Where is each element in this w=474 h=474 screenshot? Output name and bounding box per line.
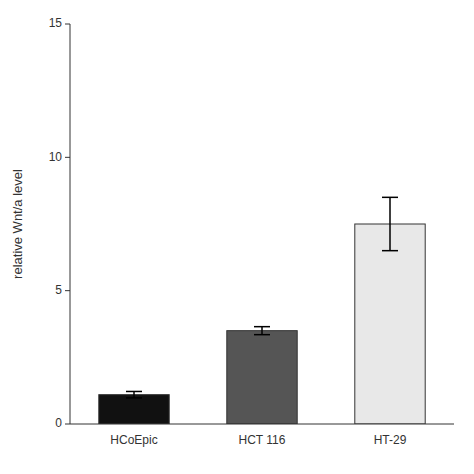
chart-container: 0 5 10 15 HCoEpic HCT 116 HT-29 relative Wnt/a … — [0, 0, 474, 474]
y-tick — [65, 157, 70, 158]
y-axis-line — [70, 24, 71, 424]
y-tick — [65, 24, 70, 25]
y-tick-label: 5 — [55, 283, 62, 297]
bars — [99, 197, 425, 424]
bar — [355, 224, 425, 424]
error-cap — [126, 391, 142, 393]
bar — [99, 395, 169, 424]
error-line — [389, 197, 391, 250]
error-line — [261, 327, 263, 335]
x-tick-label: HT-29 — [374, 433, 407, 447]
error-cap — [254, 326, 270, 328]
chart-svg: 0 5 10 15 HCoEpic HCT 116 HT-29 relative Wnt/a … — [0, 0, 474, 474]
error-cap — [382, 197, 398, 199]
y-tick — [65, 424, 70, 425]
y-tick — [65, 290, 70, 291]
x-tick-label: HCoEpic — [110, 433, 157, 447]
x-tick-label: HCT 116 — [239, 433, 286, 447]
y-tick-label: 0 — [55, 416, 62, 430]
y-axis-label: relative Wnt/a level — [10, 169, 25, 279]
error-line — [133, 391, 135, 397]
error-cap — [126, 397, 142, 399]
y-tick-label: 10 — [49, 150, 63, 164]
error-bar — [254, 327, 270, 335]
y-tick-label: 15 — [49, 16, 63, 30]
bar — [227, 331, 297, 424]
page: {"chart_data": {"type": "bar", "categori… — [0, 0, 474, 474]
x-axis-line — [70, 424, 454, 425]
error-cap — [254, 334, 270, 336]
error-bar — [382, 197, 398, 250]
error-cap — [382, 250, 398, 252]
error-bar — [126, 391, 142, 397]
